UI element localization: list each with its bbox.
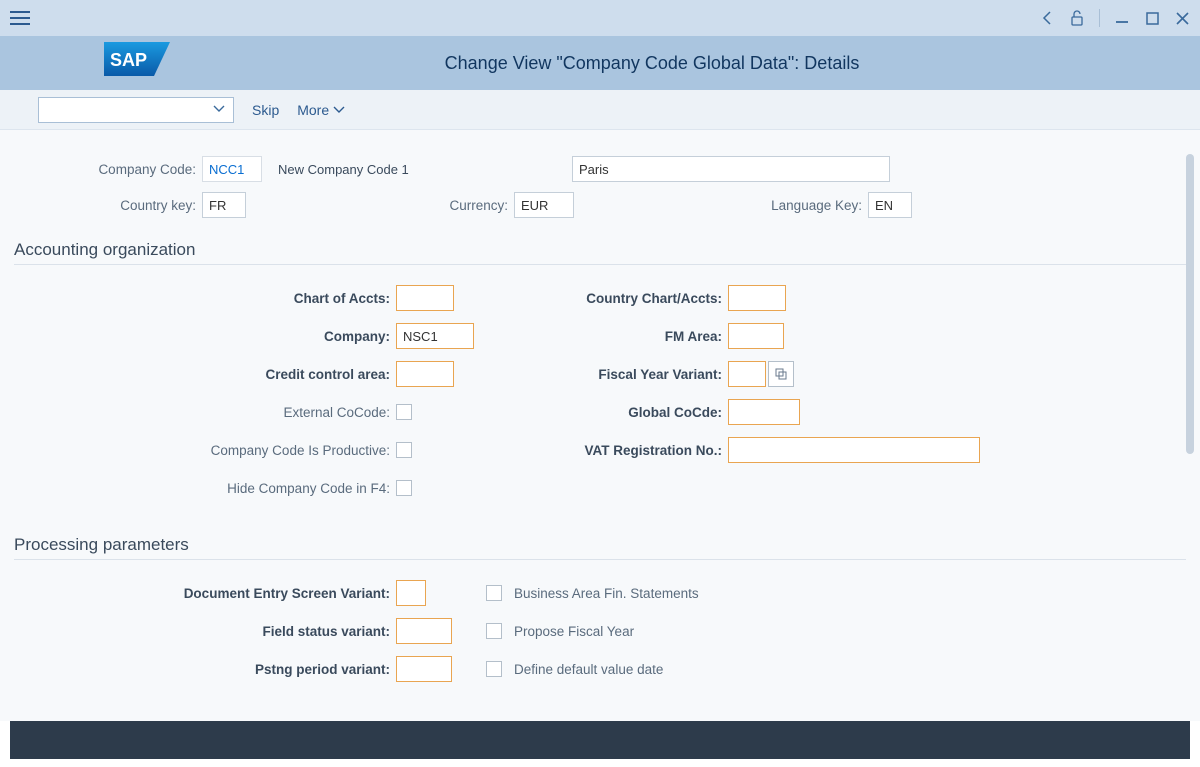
hide-f4-label: Hide Company Code in F4: [0, 481, 396, 496]
status-bar [10, 721, 1190, 759]
currency-field[interactable] [514, 192, 574, 218]
currency-label: Currency: [246, 198, 514, 213]
country-key-input[interactable] [209, 193, 239, 217]
fm-area-label: FM Area: [480, 329, 728, 344]
city-field[interactable] [572, 156, 890, 182]
propose-fy-label: Propose Fiscal Year [502, 624, 802, 639]
bus-area-label: Business Area Fin. Statements [502, 586, 802, 601]
fiscal-year-field[interactable] [728, 361, 766, 387]
pstng-period-field[interactable] [396, 656, 452, 682]
separator [1099, 9, 1100, 27]
city-input[interactable] [579, 157, 883, 181]
field-status-label: Field status variant: [0, 624, 396, 639]
section-accounting-title: Accounting organization [0, 234, 1200, 264]
chevron-down-icon [333, 106, 345, 114]
fiscal-year-f4-button[interactable] [768, 361, 794, 387]
vat-reg-field[interactable] [728, 437, 980, 463]
content-area: Company Code: NCC1 New Company Code 1 Co… [0, 130, 1200, 721]
chart-accts-input[interactable] [403, 286, 447, 310]
chart-accts-label: Chart of Accts: [0, 291, 396, 306]
doc-entry-label: Document Entry Screen Variant: [0, 586, 396, 601]
company-name: New Company Code 1 [278, 162, 572, 177]
credit-ctrl-input[interactable] [403, 362, 447, 386]
chevron-down-icon [213, 104, 225, 116]
country-chart-field[interactable] [728, 285, 786, 311]
field-status-input[interactable] [403, 619, 445, 643]
fiscal-year-label: Fiscal Year Variant: [480, 367, 728, 382]
maximize-icon[interactable] [1144, 10, 1160, 26]
pstng-period-input[interactable] [403, 657, 445, 681]
define-default-label: Define default value date [502, 662, 802, 677]
minimize-icon[interactable] [1114, 10, 1130, 26]
doc-entry-input[interactable] [403, 581, 419, 605]
sap-logo: SAP [104, 42, 170, 76]
fm-area-input[interactable] [735, 324, 777, 348]
company-code-field[interactable]: NCC1 [202, 156, 262, 182]
divider [14, 264, 1186, 265]
fiscal-year-input[interactable] [735, 362, 759, 386]
global-cocde-input[interactable] [735, 400, 793, 424]
divider [14, 559, 1186, 560]
more-button[interactable]: More [297, 102, 345, 118]
language-key-field[interactable] [868, 192, 912, 218]
skip-button[interactable]: Skip [252, 102, 279, 118]
lock-icon[interactable] [1069, 10, 1085, 26]
company-code-label: Company Code: [0, 162, 202, 177]
chart-accts-field[interactable] [396, 285, 454, 311]
page-title: Change View "Company Code Global Data": … [445, 53, 860, 74]
currency-input[interactable] [521, 193, 567, 217]
close-icon[interactable] [1174, 10, 1190, 26]
language-key-label: Language Key: [574, 198, 868, 213]
back-icon[interactable] [1039, 10, 1055, 26]
country-chart-input[interactable] [735, 286, 779, 310]
country-chart-label: Country Chart/Accts: [480, 291, 728, 306]
section-processing-title: Processing parameters [0, 529, 1200, 559]
company-label: Company: [0, 329, 396, 344]
productive-checkbox[interactable] [396, 442, 412, 458]
hide-f4-checkbox[interactable] [396, 480, 412, 496]
global-cocde-label: Global CoCde: [480, 405, 728, 420]
vat-reg-label: VAT Registration No.: [480, 443, 728, 458]
doc-entry-field[interactable] [396, 580, 426, 606]
country-key-field[interactable] [202, 192, 246, 218]
scrollbar[interactable] [1186, 154, 1194, 454]
vat-reg-input[interactable] [735, 438, 973, 462]
propose-fy-checkbox[interactable] [486, 623, 502, 639]
fm-area-field[interactable] [728, 323, 784, 349]
productive-label: Company Code Is Productive: [0, 443, 396, 458]
credit-ctrl-field[interactable] [396, 361, 454, 387]
global-cocde-field[interactable] [728, 399, 800, 425]
company-field[interactable] [396, 323, 474, 349]
more-label: More [297, 102, 329, 118]
svg-text:SAP: SAP [110, 50, 147, 70]
external-cocode-checkbox[interactable] [396, 404, 412, 420]
header: SAP Change View "Company Code Global Dat… [0, 36, 1200, 90]
define-default-checkbox[interactable] [486, 661, 502, 677]
company-input[interactable] [403, 324, 467, 348]
credit-ctrl-label: Credit control area: [0, 367, 396, 382]
action-dropdown[interactable] [38, 97, 234, 123]
company-code-value: NCC1 [209, 162, 244, 177]
pstng-period-label: Pstng period variant: [0, 662, 396, 677]
field-status-field[interactable] [396, 618, 452, 644]
country-key-label: Country key: [0, 198, 202, 213]
external-cocode-label: External CoCode: [0, 405, 396, 420]
language-key-input[interactable] [875, 193, 905, 217]
toolbar: Skip More [0, 90, 1200, 130]
menu-icon[interactable] [10, 11, 30, 25]
bus-area-checkbox[interactable] [486, 585, 502, 601]
titlebar [0, 0, 1200, 36]
